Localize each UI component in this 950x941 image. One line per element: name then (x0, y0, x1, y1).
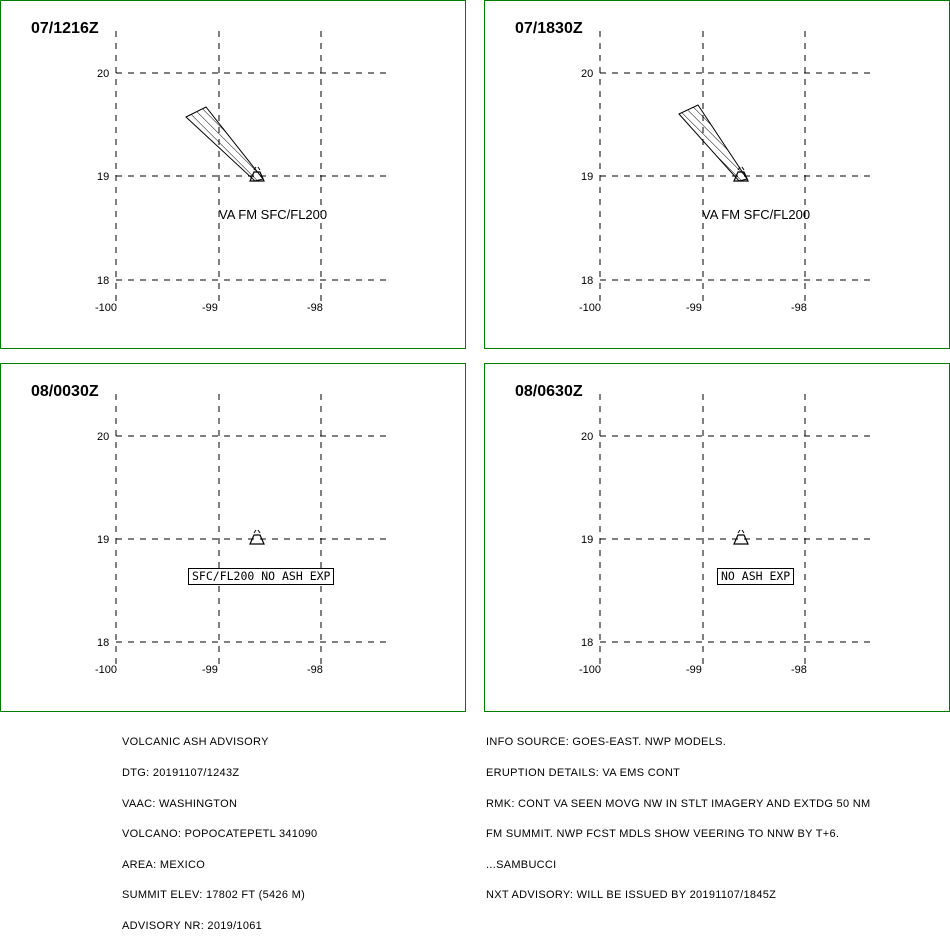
x-tick-100: -100 (95, 302, 117, 314)
panel-map: 20 19 18 -100 -99 -98 VA FM SFC/FL200 (579, 31, 870, 314)
x-tick-99: -99 (202, 302, 218, 314)
advisory-line: NXT ADVISORY: WILL BE ISSUED BY 20191107… (486, 889, 777, 902)
y-tick-20: 20 (581, 68, 593, 80)
advisory-line: ADVISORY NR: 2019/1061 (122, 919, 263, 932)
advisory-left: VOLCANIC ASH ADVISORY DTG: 20191107/1243… (122, 717, 317, 941)
no-ash-label: NO ASH EXP (717, 568, 795, 585)
y-tick-19: 19 (581, 534, 593, 546)
y-tick-18: 18 (581, 637, 593, 649)
x-tick-98: -98 (791, 664, 807, 676)
panel-map: 20 19 18 -100 -99 -98 (95, 394, 386, 676)
no-ash-label: SFC/FL200 NO ASH EXP (188, 568, 335, 585)
map-panel-2: 07/1830Z 20 19 18 -100 -99 -98 VA FM SFC… (484, 0, 950, 349)
volcano-icon (249, 529, 265, 545)
map-panel-3: 08/0030Z 20 19 18 -100 -99 -98 SFC/FL200… (0, 363, 466, 712)
panel-time: 08/0030Z (31, 383, 99, 400)
x-tick-99: -99 (686, 302, 702, 314)
ash-plume (678, 104, 748, 182)
y-tick-18: 18 (97, 275, 109, 287)
panel-time: 07/1830Z (515, 20, 583, 37)
advisory-line: ERUPTION DETAILS: VA EMS CONT (486, 767, 681, 779)
advisory-line: ...SAMBUCCI (486, 858, 557, 871)
x-tick-98: -98 (307, 302, 323, 314)
y-tick-20: 20 (97, 431, 109, 443)
x-tick-98: -98 (791, 302, 807, 314)
advisory-line: VOLCANIC ASH ADVISORY (122, 736, 269, 749)
panel-map: 20 19 18 -100 -99 -98 VA FM SFC/FL200 (95, 31, 386, 314)
ash-plume (185, 106, 264, 182)
y-tick-19: 19 (97, 534, 109, 546)
advisory-line: VOLCANO: POPOCATEPETL 341090 (122, 828, 318, 841)
volcano-icon (733, 529, 749, 545)
x-tick-98: -98 (307, 664, 323, 676)
y-tick-19: 19 (97, 171, 109, 183)
va-label: VA FM SFC/FL200 (219, 207, 327, 222)
y-tick-20: 20 (97, 68, 109, 80)
x-tick-99: -99 (202, 664, 218, 676)
advisory-line: SUMMIT ELEV: 17802 FT (5426 M) (122, 889, 306, 902)
volcano-icon (733, 166, 749, 182)
advisory-line: DTG: 20191107/1243Z (122, 767, 240, 779)
y-tick-18: 18 (97, 637, 109, 649)
x-tick-99: -99 (686, 664, 702, 676)
panel-map: 20 19 18 -100 -99 -98 (579, 394, 870, 676)
y-tick-20: 20 (581, 431, 593, 443)
panel-time: 07/1216Z (31, 20, 99, 37)
x-tick-100: -100 (579, 664, 601, 676)
y-tick-18: 18 (581, 275, 593, 287)
va-label: VA FM SFC/FL200 (702, 207, 810, 222)
volcano-icon (249, 166, 265, 182)
map-panel-1: 07/1216Z 20 19 18 -100 -99 -98 VA FM SFC… (0, 0, 466, 349)
y-tick-19: 19 (581, 171, 593, 183)
x-tick-100: -100 (579, 302, 601, 314)
advisory-right: INFO SOURCE: GOES-EAST. NWP MODELS. ERUP… (486, 717, 870, 911)
x-tick-100: -100 (95, 664, 117, 676)
panel-time: 08/0630Z (515, 383, 583, 400)
advisory-line: INFO SOURCE: GOES-EAST. NWP MODELS. (486, 736, 727, 749)
advisory-line: FM SUMMIT. NWP FCST MDLS SHOW VEERING TO… (486, 828, 840, 841)
advisory-line: VAAC: WASHINGTON (122, 797, 238, 810)
advisory-line: RMK: CONT VA SEEN MOVG NW IN STLT IMAGER… (486, 797, 871, 810)
map-panel-4: 08/0630Z 20 19 18 -100 -99 -98 NO ASH EX… (484, 363, 950, 712)
advisory-line: AREA: MEXICO (122, 858, 206, 871)
